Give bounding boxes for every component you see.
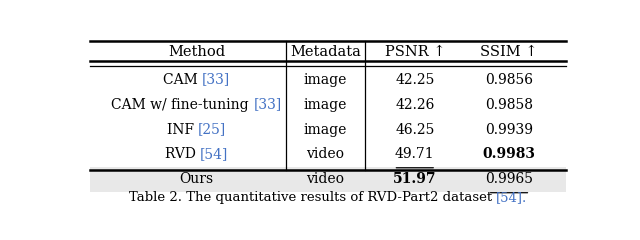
Text: 51.97: 51.97 <box>393 172 436 186</box>
Text: video: video <box>307 147 344 162</box>
Text: Ours: Ours <box>179 172 214 186</box>
Text: 49.71: 49.71 <box>395 147 435 162</box>
Text: Method: Method <box>168 45 225 59</box>
Text: 0.9983: 0.9983 <box>483 147 536 162</box>
Text: 0.9965: 0.9965 <box>485 172 533 186</box>
Text: RVD: RVD <box>164 147 200 162</box>
Text: 0.9939: 0.9939 <box>485 122 533 137</box>
Text: 42.25: 42.25 <box>395 73 435 87</box>
Text: Metadata: Metadata <box>290 45 361 59</box>
Text: [33]: [33] <box>253 98 282 112</box>
Text: CAM w/ fine-tuning: CAM w/ fine-tuning <box>111 98 253 112</box>
Text: [33]: [33] <box>202 73 230 87</box>
Text: image: image <box>304 73 348 87</box>
Text: INF: INF <box>166 122 198 137</box>
FancyBboxPatch shape <box>90 167 566 192</box>
Text: 46.25: 46.25 <box>395 122 435 137</box>
Text: Table 2. The quantitative results of RVD-Part2 dataset: Table 2. The quantitative results of RVD… <box>129 191 496 204</box>
Text: CAM: CAM <box>163 73 202 87</box>
Text: [54]: [54] <box>200 147 228 162</box>
Text: SSIM ↑: SSIM ↑ <box>480 45 538 59</box>
Text: 0.9858: 0.9858 <box>485 98 533 112</box>
Text: 0.9856: 0.9856 <box>485 73 533 87</box>
Text: video: video <box>307 172 344 186</box>
Text: 42.26: 42.26 <box>395 98 435 112</box>
Text: [25]: [25] <box>198 122 227 137</box>
Text: image: image <box>304 98 348 112</box>
Text: [54].: [54]. <box>496 191 527 204</box>
Text: PSNR ↑: PSNR ↑ <box>385 45 445 59</box>
Text: image: image <box>304 122 348 137</box>
